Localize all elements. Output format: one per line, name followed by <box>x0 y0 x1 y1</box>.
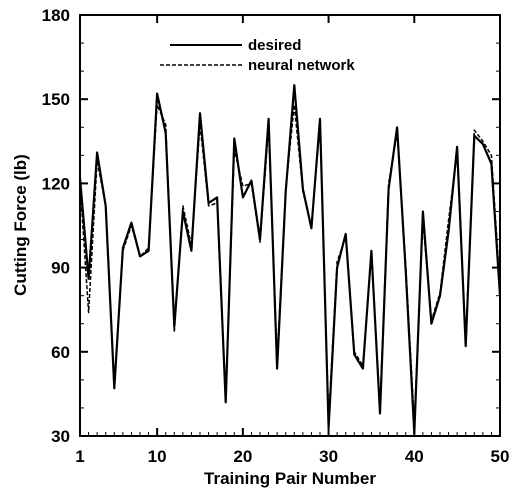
y-tick-label-90: 90 <box>51 259 70 278</box>
x-axis-label: Training Pair Number <box>204 469 376 488</box>
y-axis-label: Cutting Force (lb) <box>11 154 30 296</box>
y-tick-label-150: 150 <box>42 90 70 109</box>
legend-label-neural-network: neural network <box>248 57 355 74</box>
y-tick-label-120: 120 <box>42 174 70 193</box>
x-tick-label-40: 40 <box>405 447 424 466</box>
legend-label-desired: desired <box>248 37 301 54</box>
axis-ticks <box>79 14 501 437</box>
x-tick-label-10: 10 <box>148 447 167 466</box>
x-tick-label-20: 20 <box>233 447 252 466</box>
tick-labels: 1 10 20 30 40 50 30 60 90 120 150 180 <box>42 6 510 466</box>
x-tick-label-30: 30 <box>319 447 338 466</box>
series-line-desired <box>78 84 502 435</box>
legend: desired neural network <box>160 37 355 74</box>
plot-frame <box>79 14 501 437</box>
x-tick-label-1: 1 <box>75 447 84 466</box>
series-line-neural-network <box>79 104 501 423</box>
series-layer <box>78 84 502 435</box>
y-tick-label-180: 180 <box>42 6 70 25</box>
y-tick-label-60: 60 <box>51 343 70 362</box>
x-tick-label-50: 50 <box>491 447 510 466</box>
y-tick-label-30: 30 <box>51 427 70 446</box>
